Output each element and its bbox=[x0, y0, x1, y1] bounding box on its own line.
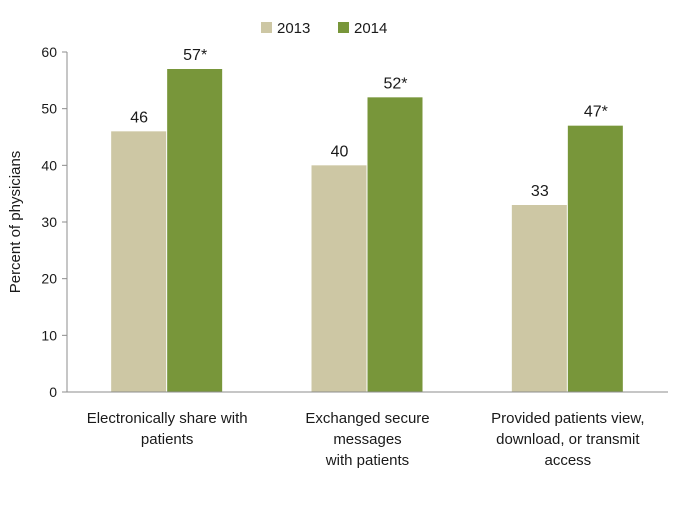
bars: 46 57* 40 52* 33 47* bbox=[111, 47, 623, 393]
y-tick-label: 0 bbox=[49, 384, 57, 400]
legend-label-2014: 2014 bbox=[354, 20, 387, 37]
data-label: 52* bbox=[383, 75, 407, 92]
data-label: 33 bbox=[531, 183, 549, 200]
x-tick-label: Exchanged secure messages with patients bbox=[305, 410, 429, 469]
x-tick-label: Provided patients view, download, or tran… bbox=[491, 410, 644, 469]
data-label: 40 bbox=[331, 143, 349, 160]
y-tick-label: 40 bbox=[41, 157, 57, 173]
bar-2013-0 bbox=[111, 131, 167, 393]
y-tick-label: 20 bbox=[41, 271, 57, 287]
legend-label-2013: 2013 bbox=[277, 20, 310, 37]
y-axis: 0 10 20 30 40 50 60 bbox=[41, 44, 68, 400]
bar-2013-1 bbox=[311, 165, 367, 392]
data-label: 57* bbox=[183, 47, 207, 64]
bar-2014-0 bbox=[167, 69, 223, 392]
bar-2014-1 bbox=[367, 97, 423, 392]
data-label: 47* bbox=[584, 104, 608, 121]
x-tick-label: Electronically share with patients bbox=[87, 410, 248, 448]
y-tick-label: 50 bbox=[41, 101, 57, 117]
data-label: 46 bbox=[130, 109, 148, 126]
bar-2014-2 bbox=[567, 125, 623, 393]
y-tick-label: 60 bbox=[41, 44, 57, 60]
x-axis: Electronically share with patients Exchang… bbox=[67, 391, 668, 469]
legend-swatch-2013 bbox=[261, 22, 272, 33]
y-tick-label: 10 bbox=[41, 327, 57, 343]
bar-2013-2 bbox=[511, 205, 567, 392]
y-tick-label: 30 bbox=[41, 214, 57, 230]
y-axis-label: Percent of physicians bbox=[7, 151, 24, 294]
legend-swatch-2014 bbox=[338, 22, 349, 33]
legend: 2013 2014 bbox=[261, 20, 387, 37]
